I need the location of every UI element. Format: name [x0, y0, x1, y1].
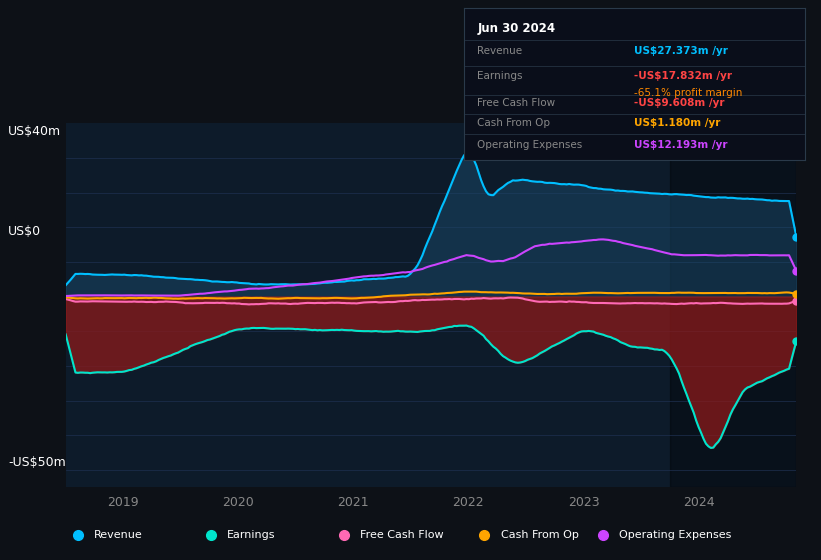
- Text: Free Cash Flow: Free Cash Flow: [360, 530, 444, 540]
- Text: US$0: US$0: [8, 225, 41, 238]
- Text: -US$17.832m /yr: -US$17.832m /yr: [635, 71, 732, 81]
- Text: -65.1% profit margin: -65.1% profit margin: [635, 88, 743, 98]
- Text: Revenue: Revenue: [94, 530, 143, 540]
- Text: Cash From Op: Cash From Op: [478, 118, 551, 128]
- Bar: [670, 123, 796, 487]
- Text: -US$9.608m /yr: -US$9.608m /yr: [635, 98, 725, 108]
- Text: US$27.373m /yr: US$27.373m /yr: [635, 46, 728, 57]
- Text: US$12.193m /yr: US$12.193m /yr: [635, 140, 727, 150]
- Text: Free Cash Flow: Free Cash Flow: [478, 98, 556, 108]
- Text: Operating Expenses: Operating Expenses: [478, 140, 583, 150]
- Text: Earnings: Earnings: [478, 71, 523, 81]
- Text: -US$50m: -US$50m: [8, 455, 66, 469]
- Text: Jun 30 2024: Jun 30 2024: [478, 22, 556, 35]
- Text: Cash From Op: Cash From Op: [501, 530, 579, 540]
- Text: Earnings: Earnings: [227, 530, 276, 540]
- Text: US$40m: US$40m: [8, 125, 62, 138]
- Text: US$1.180m /yr: US$1.180m /yr: [635, 118, 721, 128]
- Text: Operating Expenses: Operating Expenses: [619, 530, 732, 540]
- Text: Revenue: Revenue: [478, 46, 523, 57]
